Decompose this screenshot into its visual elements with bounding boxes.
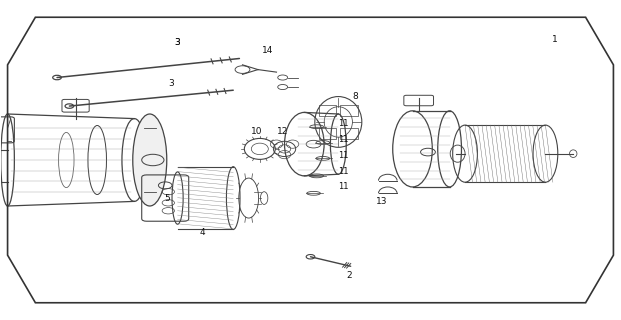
Text: 11: 11: [338, 167, 349, 176]
Ellipse shape: [133, 114, 167, 206]
Text: 3: 3: [175, 38, 181, 47]
Text: 11: 11: [338, 119, 349, 128]
Text: 2: 2: [346, 271, 351, 280]
Text: 4: 4: [199, 228, 205, 237]
Text: 12: 12: [277, 127, 288, 136]
Text: 11: 11: [338, 135, 349, 144]
Text: 11: 11: [338, 182, 349, 191]
Text: 14: 14: [261, 46, 273, 55]
Text: 8: 8: [352, 92, 358, 101]
Text: 3: 3: [175, 38, 181, 47]
Text: 13: 13: [376, 197, 388, 206]
Text: 10: 10: [251, 127, 263, 136]
Text: 1: 1: [552, 35, 558, 44]
Text: 5: 5: [164, 194, 170, 203]
Text: 11: 11: [338, 151, 349, 160]
Text: 3: 3: [168, 79, 175, 88]
